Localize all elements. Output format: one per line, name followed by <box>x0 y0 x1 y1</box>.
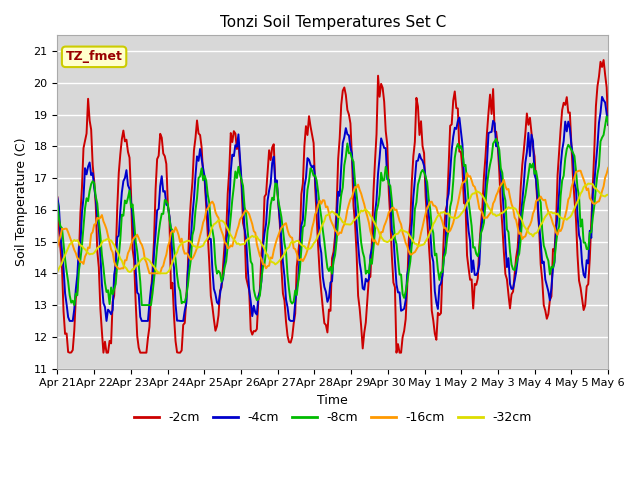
-16cm <box>247 216 255 222</box>
Line: -8cm: -8cm <box>58 116 608 305</box>
-32cm <box>237 241 245 247</box>
-8cm <box>575 193 583 199</box>
-32cm <box>121 264 129 270</box>
Title: Tonzi Soil Temperatures Set C: Tonzi Soil Temperatures Set C <box>220 15 446 30</box>
-16cm <box>54 244 61 250</box>
Line: -32cm: -32cm <box>58 183 608 273</box>
-4cm <box>598 94 606 100</box>
-8cm <box>603 113 611 119</box>
-16cm <box>604 165 612 171</box>
-4cm <box>247 299 255 304</box>
-16cm <box>220 232 227 238</box>
-4cm <box>220 276 227 281</box>
Line: -2cm: -2cm <box>58 60 608 353</box>
-2cm <box>237 182 245 188</box>
-16cm <box>121 257 129 263</box>
-8cm <box>123 200 131 206</box>
X-axis label: Time: Time <box>317 394 348 407</box>
-2cm <box>296 236 303 241</box>
-2cm <box>220 263 227 268</box>
-32cm <box>575 195 583 201</box>
-8cm <box>54 200 61 206</box>
-32cm <box>54 269 61 275</box>
-2cm <box>66 350 74 356</box>
-8cm <box>70 302 78 308</box>
-2cm <box>575 278 583 284</box>
-4cm <box>575 232 583 238</box>
Text: TZ_fmet: TZ_fmet <box>66 50 122 63</box>
Legend: -2cm, -4cm, -8cm, -16cm, -32cm: -2cm, -4cm, -8cm, -16cm, -32cm <box>129 406 537 429</box>
-4cm <box>54 195 61 201</box>
-2cm <box>123 137 131 143</box>
-2cm <box>247 327 255 333</box>
-4cm <box>66 318 74 324</box>
-16cm <box>237 215 245 220</box>
-2cm <box>54 194 61 200</box>
-4cm <box>296 249 303 254</box>
-2cm <box>600 57 607 63</box>
Y-axis label: Soil Temperature (C): Soil Temperature (C) <box>15 138 28 266</box>
-4cm <box>604 121 612 127</box>
-16cm <box>296 257 303 263</box>
-8cm <box>220 274 227 279</box>
Line: -4cm: -4cm <box>58 97 608 321</box>
-32cm <box>296 240 303 246</box>
-32cm <box>247 234 255 240</box>
-16cm <box>575 168 583 174</box>
-8cm <box>237 177 245 183</box>
-4cm <box>123 167 131 173</box>
-32cm <box>156 270 164 276</box>
-8cm <box>604 120 612 126</box>
-8cm <box>247 259 255 264</box>
-32cm <box>220 218 227 224</box>
-2cm <box>604 122 612 128</box>
-4cm <box>237 177 245 183</box>
Line: -16cm: -16cm <box>58 168 608 273</box>
-8cm <box>296 267 303 273</box>
-16cm <box>146 270 154 276</box>
-32cm <box>604 192 612 198</box>
-32cm <box>584 180 592 186</box>
